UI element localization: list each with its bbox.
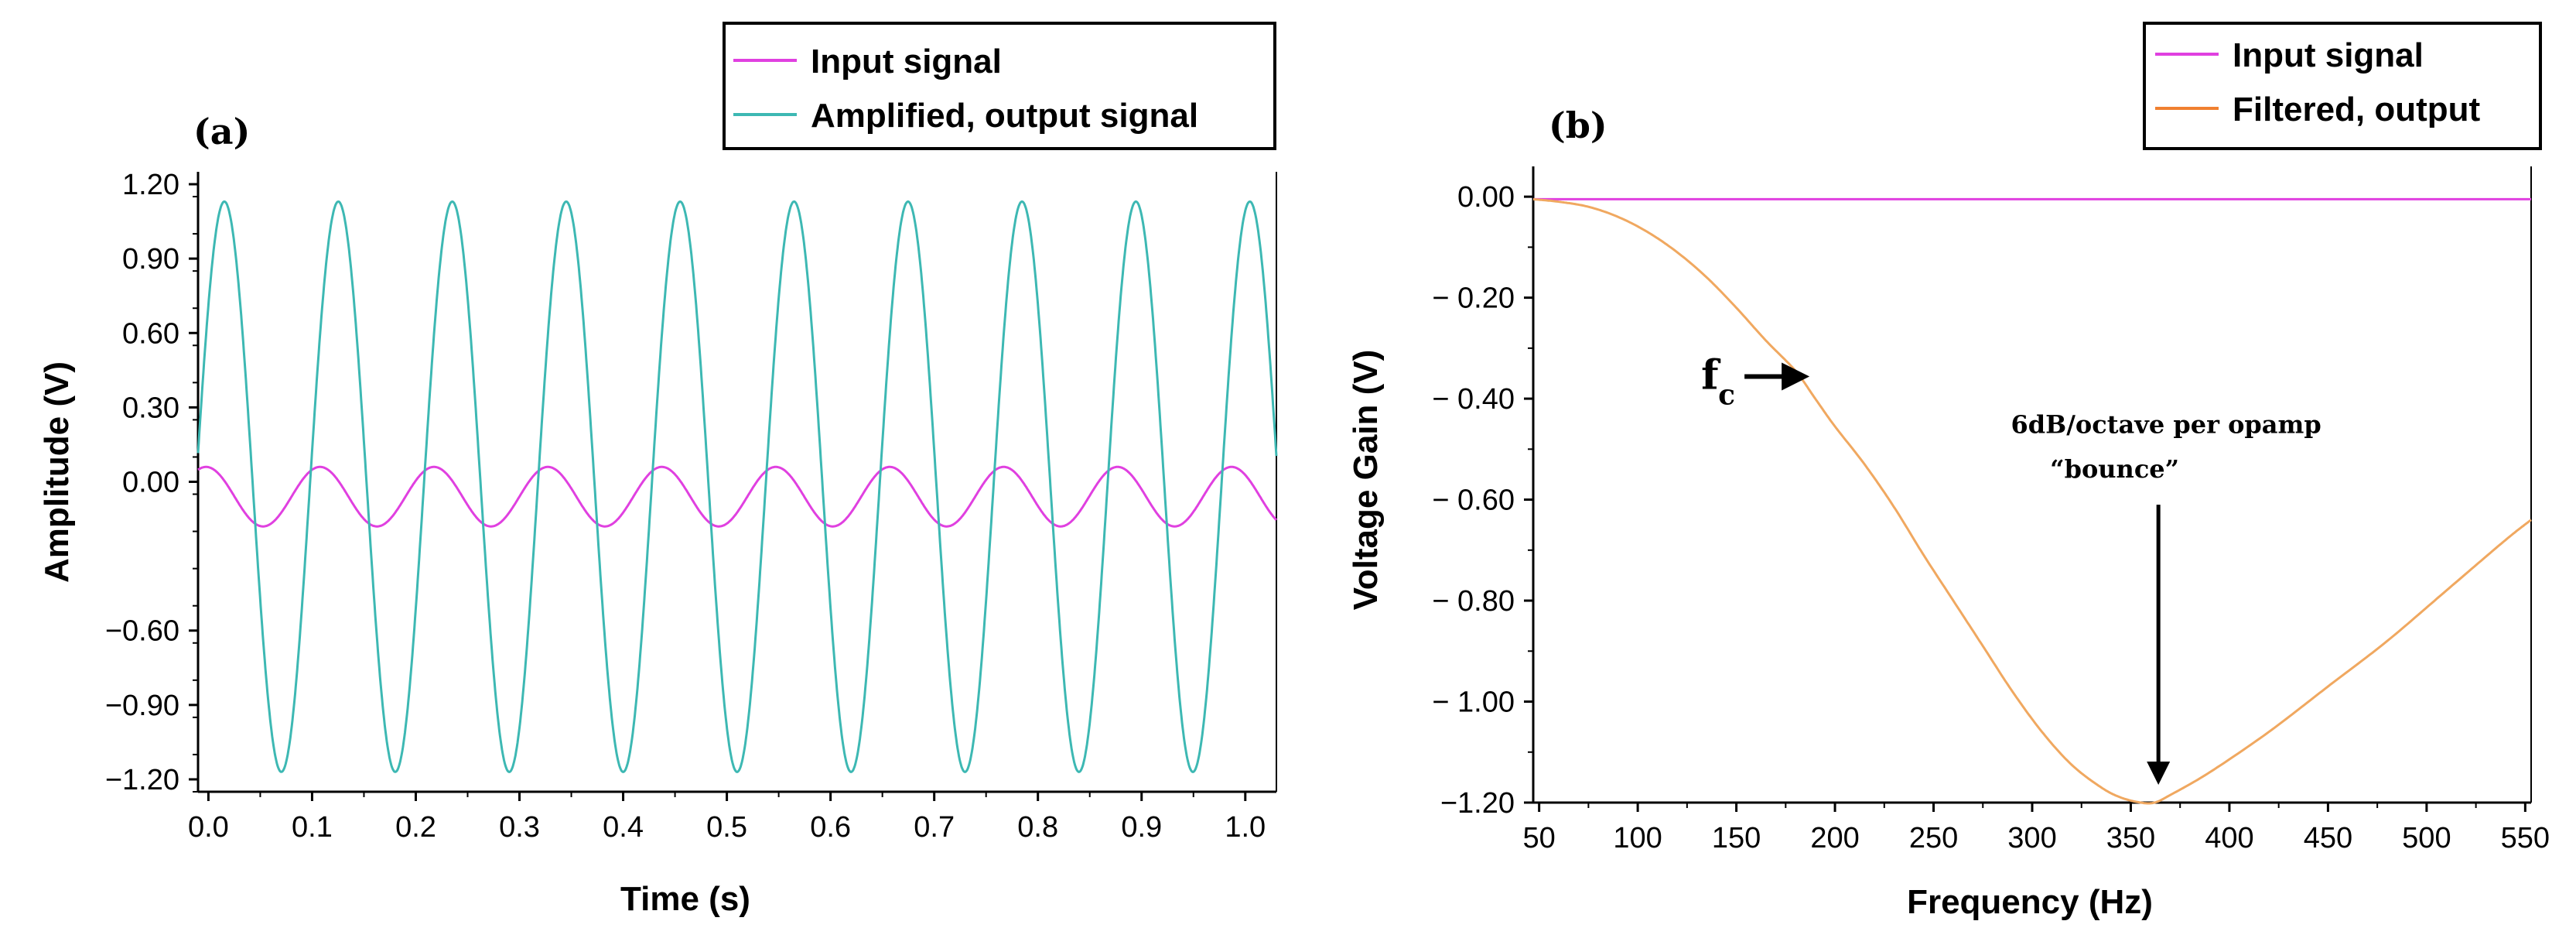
x-tick-label-a: 1.0 — [1225, 811, 1266, 844]
legend-a-label-output: Amplified, output signal — [811, 97, 1198, 135]
y-tick-label-a: −0.90 — [105, 690, 179, 722]
x-tick-label-b: 450 — [2304, 822, 2352, 854]
y-tick-label-a: 1.20 — [122, 169, 179, 201]
fc-subscript: c — [1718, 378, 1735, 411]
x-tick-label-b: 400 — [2205, 822, 2253, 854]
ticks-a: 0.0 0.1 0.2 0.3 0.4 0.5 0.6 0.7 0.8 0.9 1.0 1.20 0.9… — [105, 169, 1266, 844]
x-tick-label-a: 0.1 — [292, 811, 333, 844]
annotations-b: f c 6dB/octave per opamp “bounce” — [1701, 351, 2321, 785]
x-tick-label-b: 200 — [1810, 822, 1859, 854]
y-tick-label-a: −1.20 — [105, 764, 179, 796]
x-tick-label-a: 0.7 — [914, 811, 955, 844]
x-tick-label-b: 50 — [1523, 822, 1556, 854]
y-tick-label-b: − 0.40 — [1432, 383, 1515, 416]
series-line-a-amplified-output-signal — [196, 200, 1278, 773]
ticks-b: 50 100 150 200 250 300 350 400 450 500 550 0.00 − 0.… — [1432, 181, 2550, 854]
x-tick-label-b: 100 — [1613, 822, 1662, 854]
y-tick-label-b: − 0.80 — [1432, 585, 1515, 618]
fc-label: f — [1701, 351, 1721, 399]
x-tick-label-b: 150 — [1712, 822, 1761, 854]
y-tick-label-b: −1.20 — [1440, 787, 1515, 820]
x-axis-title-b: Frequency (Hz) — [1907, 883, 2153, 921]
legend-a-box — [723, 22, 1276, 150]
series-line-a-input-signal — [197, 465, 1278, 528]
y-tick-label-a: 0.00 — [122, 467, 179, 499]
legend-a-label-input: Input signal — [811, 43, 1002, 80]
x-tick-label-a: 0.9 — [1121, 811, 1162, 844]
y-axis-title-b: Voltage Gain (V) — [1347, 350, 1385, 611]
y-tick-label-b: − 0.60 — [1432, 484, 1515, 517]
y-tick-label-a: 0.90 — [122, 243, 179, 276]
legend-b-label-input: Input signal — [2233, 36, 2424, 74]
x-tick-label-a: 0.3 — [499, 811, 540, 844]
x-tick-label-b: 250 — [1909, 822, 1958, 854]
x-tick-label-a: 0.0 — [188, 811, 229, 844]
series-line-b-filtered-output — [1532, 197, 2532, 805]
y-tick-label-b: − 0.20 — [1432, 282, 1515, 315]
chart-b: (b) Input signal Filtered, output 50 100 1… — [1347, 22, 2550, 921]
x-axis-title-a: Time (s) — [620, 880, 750, 918]
panel-b-label: (b) — [1549, 104, 1607, 146]
legend-b: Input signal Filtered, output — [2143, 22, 2542, 150]
x-tick-label-b: 550 — [2501, 822, 2550, 854]
bounce-label-line2: “bounce” — [2050, 454, 2179, 484]
y-tick-label-a: 0.30 — [122, 392, 179, 424]
y-tick-label-a: −0.60 — [105, 615, 179, 648]
panel-a-label: (a) — [193, 111, 250, 152]
legend-b-label-output: Filtered, output — [2233, 91, 2481, 128]
x-tick-label-a: 0.2 — [395, 811, 436, 844]
y-tick-label-a: 0.60 — [122, 317, 179, 350]
y-tick-label-b: 0.00 — [1457, 181, 1515, 214]
x-tick-label-a: 0.5 — [706, 811, 747, 844]
x-tick-label-a: 0.6 — [810, 811, 851, 844]
chart-a: (a) Input signal Amplified, output signa… — [38, 22, 1278, 918]
legend-a: Input signal Amplified, output signal — [723, 22, 1276, 150]
x-tick-label-b: 350 — [2106, 822, 2155, 854]
x-tick-label-b: 300 — [2007, 822, 2056, 854]
y-axis-title-a: Amplitude (V) — [38, 361, 76, 583]
series-a — [196, 200, 1278, 773]
legend-b-box — [2143, 22, 2542, 150]
bounce-label-line1: 6dB/octave per opamp — [2011, 410, 2321, 440]
y-tick-label-b: − 1.00 — [1432, 686, 1515, 719]
series-b — [1532, 197, 2532, 805]
x-tick-label-a: 0.4 — [603, 811, 644, 844]
x-tick-label-b: 500 — [2402, 822, 2451, 854]
x-tick-label-a: 0.8 — [1017, 811, 1058, 844]
